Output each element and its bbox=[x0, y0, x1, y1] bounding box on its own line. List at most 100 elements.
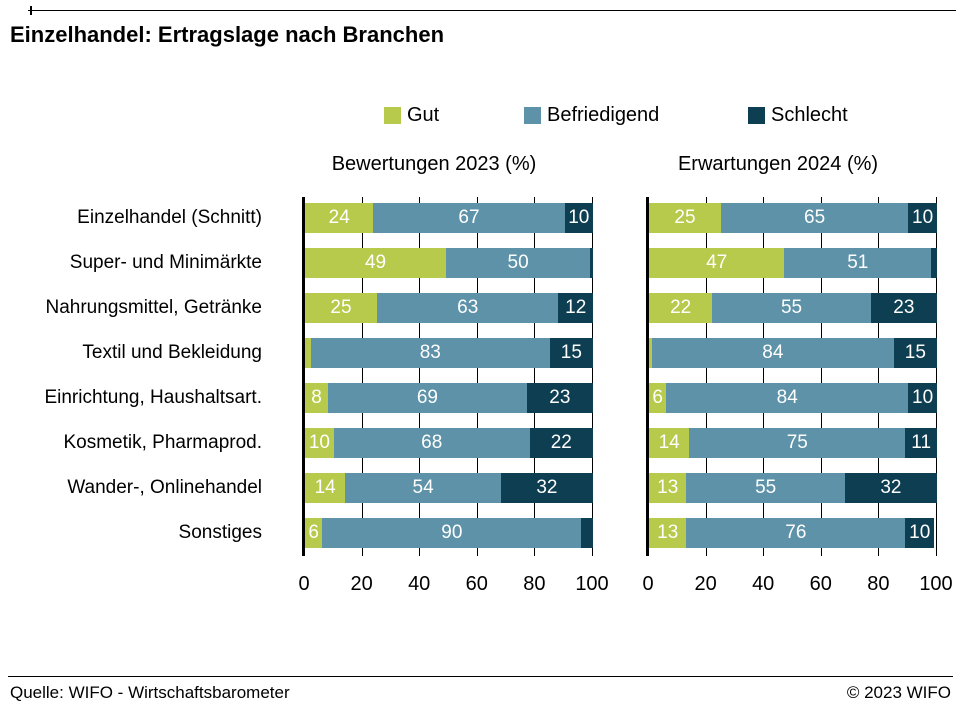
x-tick-label: 100 bbox=[575, 573, 609, 595]
bar-value-label: 13 bbox=[657, 522, 679, 543]
x-tick-label: 0 bbox=[642, 573, 654, 595]
bar-value-label: 84 bbox=[776, 387, 798, 408]
bar-value-label: 32 bbox=[880, 477, 902, 498]
bar-segment-befriedigend: 54 bbox=[345, 473, 501, 503]
bar-segment-schlecht: 11 bbox=[905, 428, 937, 458]
bar-value-label: 23 bbox=[549, 387, 571, 408]
bar-value-label: 55 bbox=[755, 477, 777, 498]
bar-segment-gut: 25 bbox=[305, 293, 377, 323]
page-title: Einzelhandel: Ertragslage nach Branchen bbox=[10, 22, 445, 47]
bar-segment-schlecht: 10 bbox=[908, 203, 937, 233]
legend-label-befriedigend: Befriedigend bbox=[547, 104, 660, 126]
bar-row: 13 76 10 bbox=[649, 518, 937, 548]
bar-segment-schlecht bbox=[590, 248, 593, 278]
bar-segment-befriedigend: 63 bbox=[377, 293, 559, 323]
bar-row: 6 90 bbox=[305, 518, 593, 548]
chart-header-2024: Erwartungen 2024 (%) bbox=[677, 153, 879, 175]
bar-value-label: 51 bbox=[847, 252, 869, 273]
chart-header-2023: Bewertungen 2023 (%) bbox=[331, 153, 537, 175]
x-tick-label: 60 bbox=[465, 573, 488, 595]
bar-value-label: 14 bbox=[658, 432, 680, 453]
bottom-rule bbox=[8, 676, 953, 677]
x-tick-label: 20 bbox=[694, 573, 717, 595]
legend-swatch-gut bbox=[384, 107, 401, 124]
bar-row: 8 69 23 bbox=[305, 383, 593, 413]
bar-value-label: 75 bbox=[786, 432, 808, 453]
x-tick-label: 100 bbox=[919, 573, 953, 595]
bar-segment-befriedigend: 75 bbox=[689, 428, 906, 458]
top-rule bbox=[28, 10, 956, 11]
bar-segment-schlecht: 32 bbox=[500, 473, 593, 503]
x-tick-label: 40 bbox=[408, 573, 431, 595]
x-tick-label: 80 bbox=[523, 573, 546, 595]
bar-segment-befriedigend: 50 bbox=[446, 248, 591, 278]
bar-segment-gut: 25 bbox=[649, 203, 721, 233]
bar-segment-gut: 22 bbox=[649, 293, 713, 323]
bar-segment-schlecht bbox=[581, 518, 593, 548]
bar-segment-befriedigend: 84 bbox=[666, 383, 909, 413]
bar-segment-schlecht: 10 bbox=[908, 383, 937, 413]
bar-value-label: 23 bbox=[893, 297, 915, 318]
bar-row: 25 65 10 bbox=[649, 203, 937, 233]
bar-value-label: 49 bbox=[364, 252, 387, 273]
bar-value-label: 22 bbox=[670, 297, 692, 318]
bar-segment-gut: 6 bbox=[649, 383, 667, 413]
bar-row: 10 68 22 bbox=[305, 428, 593, 458]
x-tick-label: 0 bbox=[298, 573, 310, 595]
bar-row: 6 84 10 bbox=[649, 383, 937, 413]
legend-label-schlecht: Schlecht bbox=[771, 104, 848, 126]
category-label: Einrichtung, Haushaltsart. bbox=[44, 387, 262, 408]
category-label: Kosmetik, Pharmaprod. bbox=[63, 432, 262, 453]
footer-source: Quelle: WIFO - Wirtschaftsbarometer bbox=[10, 683, 290, 702]
bar-value-label: 55 bbox=[780, 297, 803, 318]
bar-segment-befriedigend: 90 bbox=[322, 518, 582, 548]
bar-segment-schlecht: 15 bbox=[549, 338, 593, 368]
gridline-20 bbox=[705, 197, 707, 556]
bar-value-label: 90 bbox=[441, 522, 463, 543]
bar-value-label: 6 bbox=[308, 522, 319, 543]
bar-segment-schlecht: 12 bbox=[558, 293, 593, 323]
bar-segment-gut: 8 bbox=[305, 383, 329, 413]
bar-value-label: 6 bbox=[652, 387, 663, 408]
top-rule-tick bbox=[30, 6, 32, 15]
bar-segment-schlecht: 23 bbox=[526, 383, 593, 413]
gridline-40 bbox=[763, 197, 765, 556]
bar-segment-gut: 13 bbox=[649, 518, 687, 548]
bar-value-label: 13 bbox=[657, 477, 679, 498]
bar-segment-gut bbox=[649, 338, 652, 368]
gridline-40 bbox=[419, 197, 421, 556]
bar-segment-befriedigend: 65 bbox=[721, 203, 909, 233]
bar-value-label: 24 bbox=[328, 207, 350, 228]
bar-value-label: 12 bbox=[565, 297, 587, 318]
bar-value-label: 10 bbox=[909, 522, 931, 543]
bar-value-label: 65 bbox=[804, 207, 826, 228]
category-labels: Einzelhandel (Schnitt) Super- und Minimär… bbox=[0, 197, 262, 556]
bar-row: 49 50 bbox=[305, 248, 593, 278]
bar-value-label: 63 bbox=[457, 297, 479, 318]
bar-value-label: 10 bbox=[308, 432, 330, 453]
plot-bewertungen-2023: 24 67 10 49 50 25 63 12 83 15 8 69 23 10 68 22 14 54 32 6 90 bbox=[302, 197, 594, 556]
bar-row: 84 15 bbox=[649, 338, 937, 368]
bar-segment-befriedigend: 84 bbox=[651, 338, 894, 368]
bar-segment-gut: 49 bbox=[305, 248, 447, 278]
x-tick-label: 60 bbox=[809, 573, 832, 595]
bar-segment-schlecht bbox=[931, 248, 937, 278]
bar-value-label: 25 bbox=[674, 207, 696, 228]
bar-row: 83 15 bbox=[305, 338, 593, 368]
category-label: Einzelhandel (Schnitt) bbox=[77, 207, 262, 228]
bar-value-label: 68 bbox=[421, 432, 443, 453]
bar-segment-schlecht: 32 bbox=[844, 473, 937, 503]
bar-segment-schlecht: 22 bbox=[529, 428, 593, 458]
legend-swatch-befriedigend bbox=[524, 107, 541, 124]
bar-segment-befriedigend: 68 bbox=[333, 428, 530, 458]
bar-value-label: 84 bbox=[762, 342, 784, 363]
category-label: Wander-, Onlinehandel bbox=[67, 477, 262, 498]
bar-value-label: 69 bbox=[416, 387, 438, 408]
bar-segment-befriedigend: 55 bbox=[686, 473, 845, 503]
gridline-100 bbox=[592, 197, 593, 556]
bar-value-label: 32 bbox=[536, 477, 558, 498]
gridline-60 bbox=[476, 197, 478, 556]
bar-segment-schlecht: 23 bbox=[870, 293, 937, 323]
category-label: Textil und Bekleidung bbox=[82, 342, 262, 363]
